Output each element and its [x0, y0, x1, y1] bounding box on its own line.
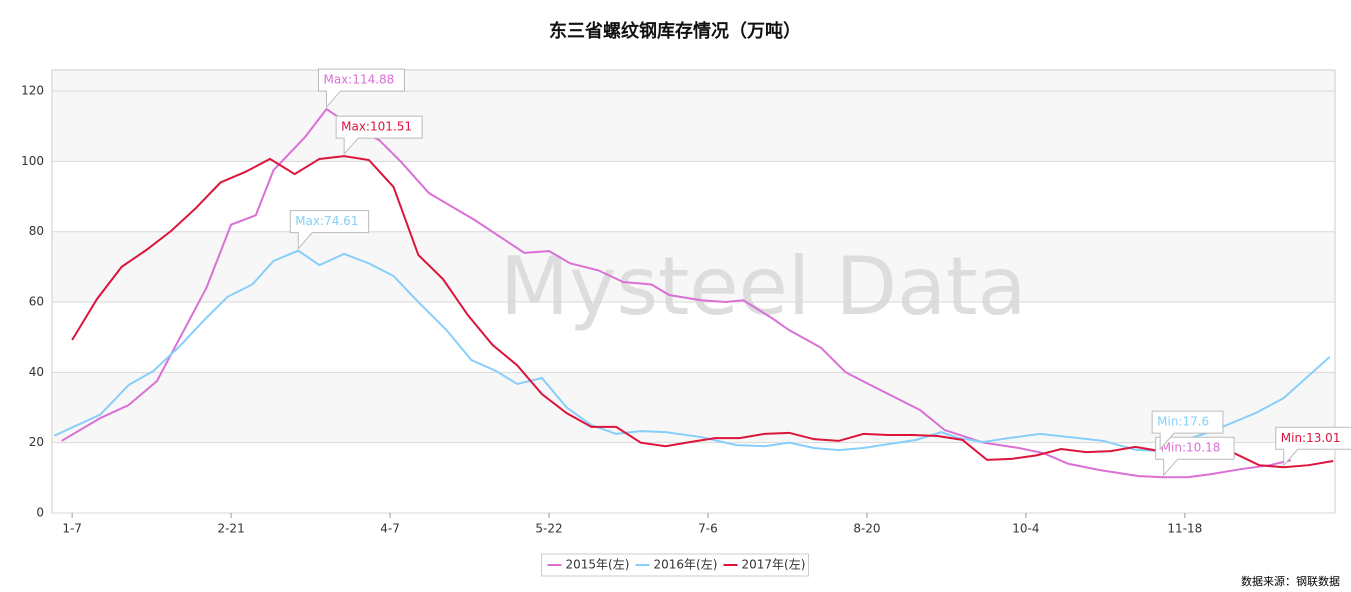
- callout: Min:13.01: [1275, 426, 1351, 467]
- callout-box: [289, 210, 370, 251]
- legend-label: 2016年(左): [654, 557, 718, 572]
- callout-box: [317, 68, 405, 109]
- y-tick-label: 0: [36, 506, 44, 520]
- callout-label: Min:10.18: [1161, 441, 1221, 455]
- series-line: [54, 249, 1331, 453]
- x-tick-label: 11-18: [1167, 522, 1202, 536]
- grid-band: [52, 372, 1335, 443]
- callout-label: Max:101.51: [341, 120, 412, 134]
- source: 数据来源：钢联数据: [1241, 574, 1340, 588]
- x-tick-label: 8-20: [853, 522, 880, 536]
- legend-label: 2017年(左): [742, 557, 806, 572]
- callout-box: [1155, 436, 1235, 477]
- grid-band: [52, 231, 1335, 303]
- legend-label: 2015年(左): [566, 557, 630, 572]
- callout: Min:17.6: [1151, 410, 1224, 451]
- y-tick-label: 120: [21, 84, 44, 98]
- grid-band: [52, 91, 1335, 162]
- callout: Max:101.51: [335, 115, 423, 156]
- x-tick-label: 2-21: [217, 522, 244, 536]
- y-tick-label: 60: [29, 295, 44, 309]
- top-band: [52, 70, 1335, 92]
- y-tick-label: 20: [29, 435, 44, 449]
- chart-title: 东三省螺纹钢库存情况（万吨）: [549, 20, 801, 42]
- callout-box: [1275, 426, 1351, 467]
- callout-label: Max:74.61: [295, 214, 358, 228]
- callout-label: Max:114.88: [323, 73, 394, 87]
- x-tick-label: 4-7: [380, 522, 400, 536]
- x-tick-label: 1-7: [62, 522, 82, 536]
- x-tick-label: 7-6: [698, 522, 718, 536]
- callout-label: Min:13.01: [1281, 431, 1341, 445]
- series-line: [71, 155, 1334, 469]
- x-tick-label: 10-4: [1012, 522, 1039, 536]
- y-tick-label: 100: [21, 154, 44, 168]
- callout-box: [335, 115, 423, 156]
- callout: Min:10.18: [1155, 436, 1235, 477]
- x-tick-label: 5-22: [535, 522, 562, 536]
- watermark: Mysteel Data: [500, 240, 1027, 333]
- callout: Max:114.88: [317, 68, 405, 109]
- callout-box: [1151, 410, 1224, 451]
- legend-box: [541, 553, 809, 577]
- y-tick-label: 40: [29, 365, 44, 379]
- callout-label: Min:17.6: [1157, 415, 1209, 429]
- y-tick-label: 80: [29, 224, 44, 238]
- callout: Max:74.61: [289, 210, 370, 251]
